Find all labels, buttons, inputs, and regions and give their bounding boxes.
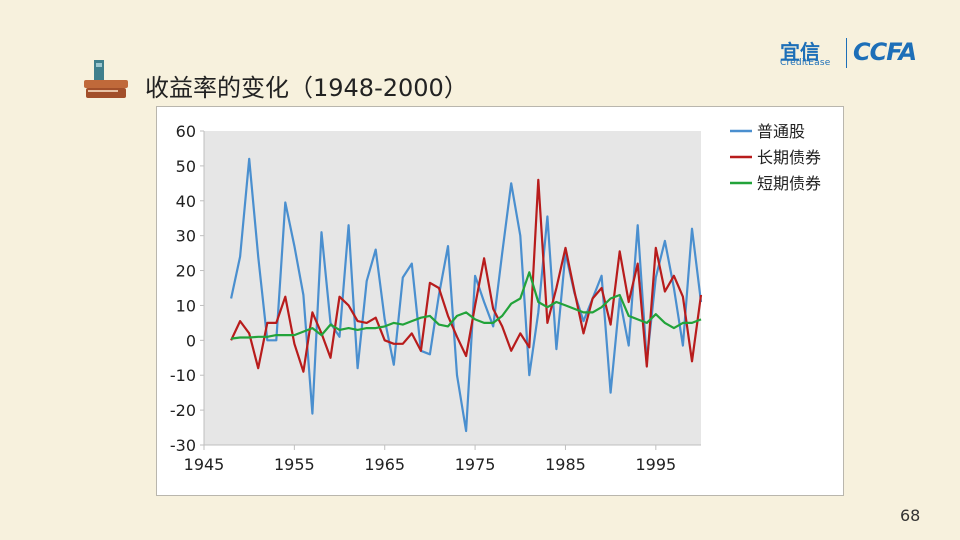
slide-title: 收益率的变化（1948-2000）	[145, 74, 468, 102]
x-tick-label: 1985	[545, 455, 586, 474]
series-lines	[230, 157, 703, 433]
x-tick-label: 1955	[274, 455, 315, 474]
returns-line-chart: -30 -20 -10 0 10 20 30 40 50 60 1945 1955 1965 1975 19…	[170, 122, 821, 474]
brand-abbr: CCFA	[853, 38, 917, 66]
series-line-2	[230, 271, 702, 340]
x-tick-label: 1965	[364, 455, 405, 474]
x-tick-label: 1975	[455, 455, 496, 474]
x-tick-label: 1945	[184, 455, 225, 474]
y-tick-label: 10	[176, 296, 196, 315]
axes: -30 -20 -10 0 10 20 30 40 50 60 1945 1955 1965 1975 19…	[170, 122, 701, 474]
series-line-0	[230, 157, 703, 433]
y-tick-label: 20	[176, 262, 196, 281]
legend-label: 短期债券	[757, 174, 821, 193]
brand-name-en: CreditEase	[780, 58, 831, 68]
y-tick-label: -10	[170, 366, 196, 385]
y-tick-label: 0	[186, 331, 196, 350]
brand-logo: 宜信 CreditEase CCFA	[780, 36, 930, 72]
y-tick-label: 40	[176, 192, 196, 211]
y-tick-label: 60	[176, 122, 196, 141]
page-number: 68	[900, 506, 921, 525]
y-tick-label: 30	[176, 227, 196, 246]
plot-area	[204, 131, 701, 445]
legend-label: 长期债券	[757, 148, 821, 167]
series-line-1	[230, 178, 703, 373]
brand-name-cn: 宜信	[780, 40, 820, 64]
x-tick-label: 1995	[635, 455, 676, 474]
y-tick-label: 50	[176, 157, 196, 176]
y-tick-label: -30	[170, 436, 196, 455]
legend-label: 普通股	[757, 122, 805, 141]
y-tick-label: -20	[170, 401, 196, 420]
logo-divider	[846, 38, 847, 68]
chart-frame: -30 -20 -10 0 10 20 30 40 50 60 1945 1955 1965 1975 19…	[156, 106, 844, 496]
books-icon	[82, 58, 132, 102]
